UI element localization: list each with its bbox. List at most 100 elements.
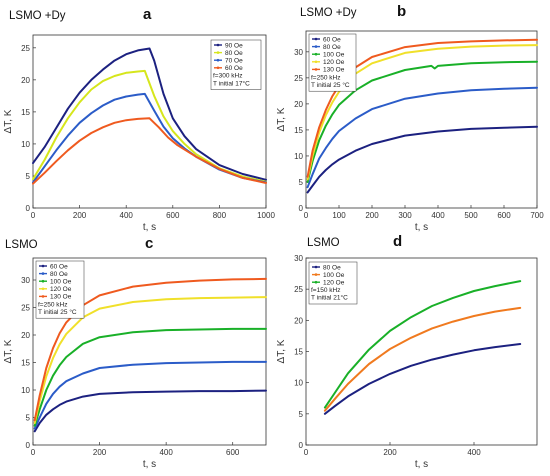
x-tick-label: 0 [304,448,309,457]
x-tick-label: 500 [464,211,478,220]
y-tick-label: 0 [299,441,304,450]
plot-frame [32,257,267,446]
y-tick-label: 25 [21,304,30,313]
legend-marker [314,37,318,41]
y-tick-label: 20 [294,100,303,109]
panel-title: LSMO [307,237,340,249]
x-axis-label: t, s [415,222,428,233]
y-tick-label: 0 [299,204,304,213]
legend-marker [41,264,45,268]
legend-note: T initial 25 °C [38,308,77,316]
legend-label: 100 Oe [323,52,345,59]
legend-label: 120 Oe [323,59,345,66]
legend-note: f=250 kHz [38,301,67,308]
plot-frame [32,34,267,209]
x-tick-label: 700 [530,211,544,220]
x-tick-label: 0 [31,448,36,457]
y-tick-label: 5 [26,414,31,423]
panel-title: LSMO +Dy [300,7,357,19]
series-line-2 [33,360,267,430]
series-line-3 [306,60,538,183]
y-tick-label: 5 [299,178,304,187]
x-tick-label: 0 [304,211,309,220]
x-tick-label: 600 [166,211,180,220]
legend-note: f=150 kHz [311,287,340,294]
y-tick-label: 5 [26,172,31,181]
y-tick-label: 5 [299,410,304,419]
legend-marker [216,66,220,70]
y-tick-label: 0 [26,441,31,450]
panel-letter: c [145,235,153,252]
legend-marker [41,272,45,275]
legend-marker [41,287,45,291]
legend-label: 80 Oe [323,264,341,271]
legend-label: 90 Oe [225,42,243,49]
legend-box [210,39,262,90]
legend-marker [314,265,318,269]
legend-label: 80 Oe [323,44,341,51]
y-axis-label: ΔT, K [276,339,287,363]
y-tick-label: 15 [21,359,30,368]
y-tick-label: 30 [294,48,303,57]
x-tick-label: 400 [120,211,134,220]
x-axis-label: t, s [415,459,428,470]
legend-marker [41,279,45,283]
x-axis-label: t, s [143,459,156,470]
legend-label: 100 Oe [50,279,72,286]
x-tick-label: 200 [73,211,87,220]
series-line-2 [32,69,267,183]
x-axis-label: t, s [143,222,156,233]
x-tick-label: 200 [93,448,107,457]
legend-marker [314,45,318,48]
x-tick-label: 200 [365,211,379,220]
series-line-2 [323,306,522,412]
panel-title: LSMO +Dy [9,10,66,22]
y-tick-label: 25 [294,74,303,83]
legend-label: 60 Oe [50,263,68,270]
series-line-1 [323,343,522,415]
x-tick-label: 800 [213,211,227,220]
legend-label: 80 Oe [225,50,243,57]
panel-letter: a [143,6,152,23]
series-line-3 [323,280,522,409]
legend-note: T initial 17°C [213,79,250,87]
y-tick-label: 20 [21,331,30,340]
y-tick-label: 20 [294,316,303,325]
legend-marker [314,60,318,64]
x-tick-label: 400 [467,448,481,457]
legend-label: 70 Oe [225,58,243,65]
legend-label: 100 Oe [323,272,345,279]
series-line-1 [33,389,267,433]
legend-note: f=300 kHz [213,73,242,80]
x-tick-label: 100 [332,211,346,220]
legend-note: T initial 25 °C [311,81,350,89]
y-tick-label: 10 [21,386,30,395]
panel-letter: d [393,233,402,250]
legend-marker [314,273,318,276]
panel-b: LSMO +Dy b 0 100 200 300 400 500 600 700 0 5 10 15 20 2… [276,3,544,233]
series-line-1 [306,125,538,194]
legend-label: 60 Oe [225,65,243,72]
x-tick-label: 600 [226,448,240,457]
legend-note: f=250 kHz [311,74,340,81]
y-tick-label: 25 [21,44,30,53]
x-tick-label: 1000 [257,211,275,220]
series-line-4 [32,117,267,185]
y-tick-label: 15 [21,108,30,117]
y-axis-label: ΔT, K [3,109,14,133]
x-tick-label: 400 [431,211,445,220]
legend-marker [216,58,220,62]
legend-label: 60 Oe [323,36,341,43]
y-tick-label: 10 [294,379,303,388]
legend-label: 130 Oe [323,67,345,74]
legend-label: 120 Oe [50,286,72,293]
y-tick-label: 15 [294,126,303,135]
series-line-1 [32,47,267,181]
x-tick-label: 400 [159,448,173,457]
x-tick-label: 200 [383,448,397,457]
x-tick-label: 600 [497,211,511,220]
y-tick-label: 30 [21,276,30,285]
panel-d: LSMO d 0 200 400 0 5 10 15 20 25 30 t, s ΔT, K 80 Oe10… [276,233,538,470]
y-axis-label: ΔT, K [276,107,287,131]
legend-marker [216,43,220,47]
